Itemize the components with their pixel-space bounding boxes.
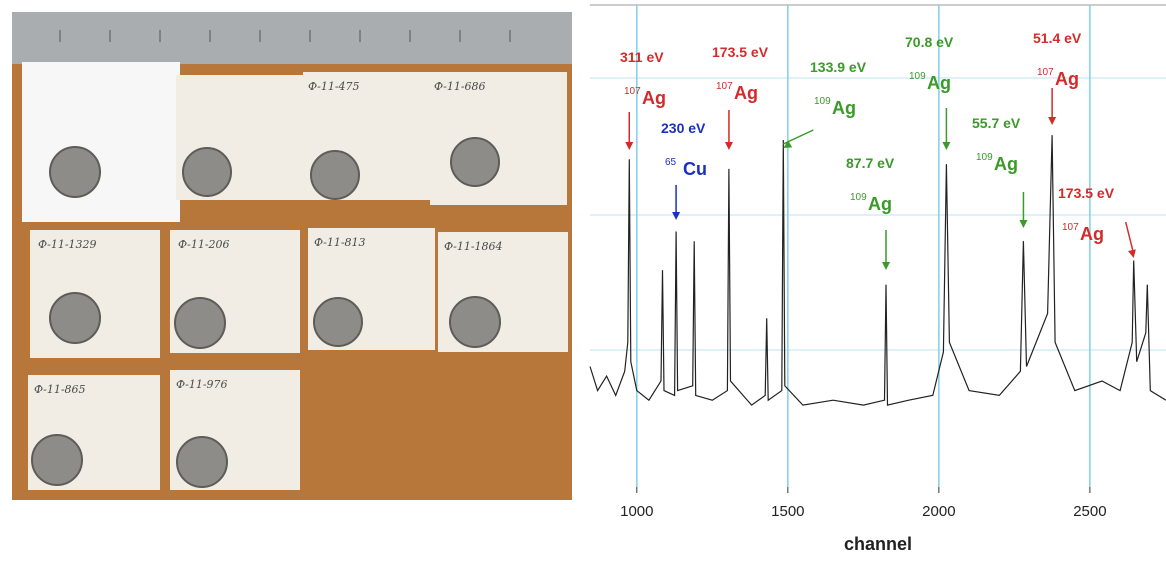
- annotation-mass: 109: [909, 71, 926, 82]
- x-tick-label: 2000: [922, 503, 955, 520]
- horizontal-grid: [590, 77, 1166, 351]
- arrow-head: [882, 262, 891, 270]
- annotation-energy: 230 eV: [661, 120, 706, 136]
- annotation-element: Ag: [832, 98, 856, 118]
- annotation-energy: 311 eV: [620, 49, 664, 65]
- card-label: Ф-11-686: [434, 80, 486, 93]
- x-tick-label: 2500: [1073, 503, 1106, 520]
- annotation-mass: 107: [1062, 222, 1079, 233]
- x-axis-title: channel: [844, 534, 912, 554]
- arrow-head: [724, 142, 733, 150]
- ruler: [12, 12, 572, 64]
- annotation: 70.8 eV 109 Ag: [905, 34, 954, 150]
- annotation-mass: 107: [624, 86, 641, 97]
- annotation-energy: 133.9 eV: [810, 59, 867, 75]
- annotation-mass: 109: [850, 192, 867, 203]
- annotation-element: Ag: [927, 73, 951, 93]
- arrow-head: [625, 142, 634, 150]
- annotation-energy: 70.8 eV: [905, 34, 954, 50]
- photo: Ф-11-1329 Ф-11-206 Ф-11-813 Ф-11-1864 Ф-…: [12, 12, 572, 500]
- x-tick-label: 1000: [620, 503, 653, 520]
- annotation-energy: 173.5 eV: [1058, 185, 1115, 201]
- annotation-arrow: [1124, 221, 1135, 255]
- annotation-mass: 107: [1037, 67, 1054, 78]
- annotation: 133.9 eV 109 Ag: [782, 59, 867, 148]
- x-tick-label: 1500: [771, 503, 804, 520]
- annotation-element: Ag: [868, 194, 892, 214]
- annotation-element: Ag: [994, 154, 1018, 174]
- arrow-head: [942, 142, 951, 150]
- arrow-head: [783, 140, 793, 148]
- annotation: 55.7 eV 109 Ag: [972, 115, 1028, 228]
- annotation-element: Ag: [1055, 69, 1079, 89]
- annotation-mass: 109: [976, 152, 993, 163]
- annotation-element: Ag: [734, 83, 758, 103]
- annotation-mass: 65: [665, 157, 677, 168]
- arrow-head: [1128, 249, 1136, 258]
- annotation-energy: 87.7 eV: [846, 155, 895, 171]
- spectrum-line: [589, 135, 1166, 406]
- arrow-head: [1019, 220, 1028, 228]
- annotation-element: Ag: [642, 88, 666, 108]
- annotation-energy: 51.4 eV: [1033, 30, 1082, 46]
- annotation: 311 eV 107 Ag: [620, 49, 666, 150]
- annotation-energy: 55.7 eV: [972, 115, 1021, 131]
- annotation-element: Cu: [683, 159, 707, 179]
- arrow-head: [1048, 117, 1057, 125]
- annotation-energy: 173.5 eV: [712, 44, 769, 60]
- card-label: Ф-11-1864: [444, 240, 503, 253]
- card-label: Ф-11-206: [178, 238, 230, 251]
- annotation: 87.7 eV 109 Ag: [846, 155, 895, 270]
- card-label: Ф-11-813: [314, 236, 366, 249]
- annotation-mass: 109: [814, 96, 831, 107]
- annotation-mass: 107: [716, 81, 733, 92]
- annotation: 51.4 eV 107 Ag: [1033, 30, 1082, 125]
- annotation-element: Ag: [1080, 224, 1104, 244]
- card-label: Ф-11-976: [176, 378, 228, 391]
- ruler-marks: [59, 30, 511, 42]
- annotation: 173.5 eV 107 Ag: [1058, 185, 1136, 258]
- arrow-head: [672, 212, 681, 220]
- coins: [31, 137, 501, 488]
- annotation: 173.5 eV 107 Ag: [712, 44, 769, 150]
- card-label: Ф-11-1329: [38, 238, 97, 251]
- card-label: Ф-11-865: [34, 383, 86, 396]
- card-label: Ф-11-475: [308, 80, 360, 93]
- annotation: 230 eV 65 Cu: [661, 120, 707, 220]
